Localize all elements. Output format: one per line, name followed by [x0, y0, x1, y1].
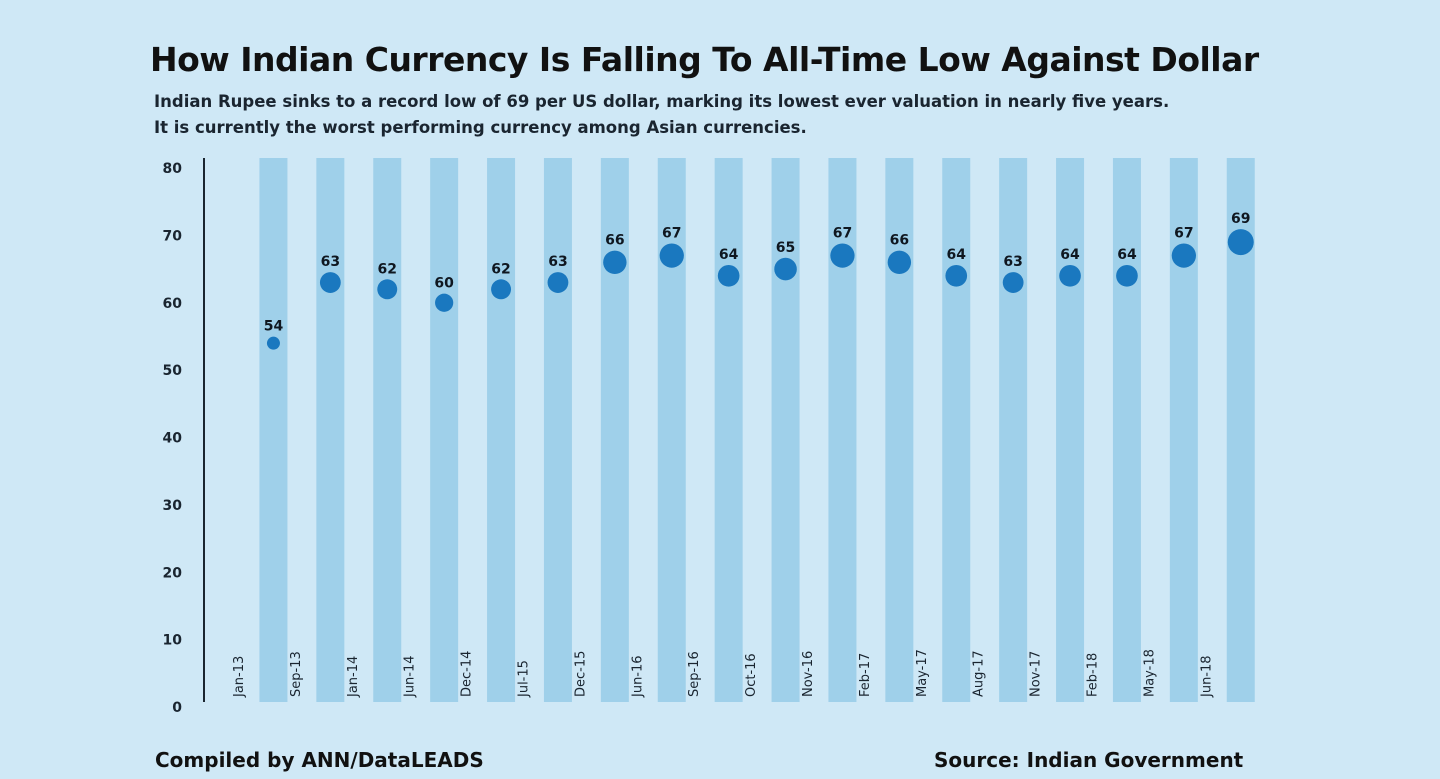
y-tick-label: 60 [163, 296, 183, 312]
data-label: 63 [548, 254, 567, 270]
x-category-label: Nov-16 [801, 651, 816, 697]
chart-subtitle-line-1: Indian Rupee sinks to a record low of 69… [154, 92, 1170, 111]
y-tick-label: 70 [163, 228, 183, 244]
y-tick-label: 10 [163, 633, 183, 649]
data-point [1116, 264, 1138, 287]
column-band [771, 158, 800, 702]
column-band [714, 158, 743, 702]
column-band [543, 158, 572, 702]
data-point [1059, 264, 1081, 287]
column-band [373, 158, 402, 702]
data-label: 67 [1174, 225, 1193, 241]
y-tick-label: 0 [172, 700, 182, 716]
x-category-label: Feb-17 [858, 653, 873, 697]
x-category-label: May-18 [1142, 649, 1157, 697]
x-category-label: Jan-14 [346, 656, 361, 698]
x-category-label: Jun-14 [403, 655, 418, 698]
data-point [717, 264, 740, 287]
x-category-label: Dec-14 [460, 651, 475, 697]
column-band [430, 158, 459, 702]
y-tick-label: 20 [163, 565, 183, 581]
x-axis-labels: Jan-13 Sep-13 Jan-14 Jun-14 Dec-14 Jul-15 Dec-… [232, 649, 1214, 698]
column-band [1056, 158, 1085, 702]
x-category-label: Jan-13 [232, 656, 247, 698]
data-label: 64 [947, 247, 967, 263]
column-band [316, 158, 345, 702]
x-category-label: Oct-16 [744, 653, 759, 697]
data-point [547, 272, 569, 293]
compiled-by-credit: Compiled by ANN/DataLEADS [155, 748, 484, 772]
x-category-label: Sep-16 [687, 651, 702, 697]
x-category-label: Nov-17 [1029, 651, 1044, 697]
x-category-label: Jun-16 [630, 655, 645, 698]
data-label: 60 [434, 276, 454, 292]
x-category-label: Feb-18 [1086, 653, 1101, 697]
y-tick-label: 50 [163, 363, 183, 379]
data-label: 65 [776, 240, 795, 256]
data-point [659, 243, 684, 268]
y-tick-label: 80 [163, 161, 183, 177]
data-label: 69 [1231, 211, 1250, 227]
data-label: 66 [890, 233, 909, 249]
x-category-label: May-17 [915, 649, 930, 697]
data-point [603, 250, 627, 275]
data-point [266, 336, 280, 350]
data-label: 62 [491, 261, 510, 277]
chart-subtitle-line-2: It is currently the worst performing cur… [154, 118, 807, 137]
x-category-label: Jul-15 [517, 660, 532, 698]
data-point [435, 293, 454, 312]
source-credit: Source: Indian Government [934, 748, 1244, 772]
column-band [1112, 158, 1141, 702]
data-point [319, 272, 341, 293]
x-category-label: Sep-13 [289, 651, 304, 697]
column-band [487, 158, 516, 702]
y-axis-ticks: 0 10 20 30 40 50 60 70 80 [163, 161, 183, 716]
data-label: 62 [378, 261, 397, 277]
data-point [1002, 272, 1024, 293]
data-point [887, 250, 912, 275]
data-point [945, 264, 968, 287]
column-band [885, 158, 914, 702]
data-point [1171, 243, 1196, 268]
data-label: 63 [321, 254, 340, 270]
data-label: 64 [1060, 247, 1080, 263]
data-point [774, 257, 797, 281]
data-label: 67 [662, 225, 681, 241]
data-label: 66 [605, 233, 624, 249]
data-point [830, 243, 855, 268]
column-band [259, 158, 288, 702]
data-label: 63 [1003, 254, 1022, 270]
column-band [600, 158, 629, 702]
y-tick-label: 40 [163, 431, 183, 447]
chart-title: How Indian Currency Is Falling To All-Ti… [150, 40, 1259, 79]
column-band [999, 158, 1028, 702]
data-label: 67 [833, 225, 852, 241]
column-bands [259, 158, 1255, 702]
y-tick-label: 30 [163, 498, 183, 514]
x-category-label: Aug-17 [972, 650, 987, 697]
data-point [491, 279, 512, 300]
data-label: 54 [264, 319, 284, 335]
data-labels: 54 63 62 60 62 63 66 67 64 65 67 66 64 63 64 64 67 69 [264, 211, 1251, 335]
data-label: 64 [1117, 247, 1137, 263]
data-points [266, 229, 1254, 350]
data-point [1227, 229, 1254, 256]
data-point [377, 279, 398, 300]
x-category-label: Dec-15 [573, 651, 588, 697]
column-band [942, 158, 971, 702]
data-label: 64 [719, 247, 739, 263]
x-category-label: Jun-18 [1199, 655, 1214, 698]
